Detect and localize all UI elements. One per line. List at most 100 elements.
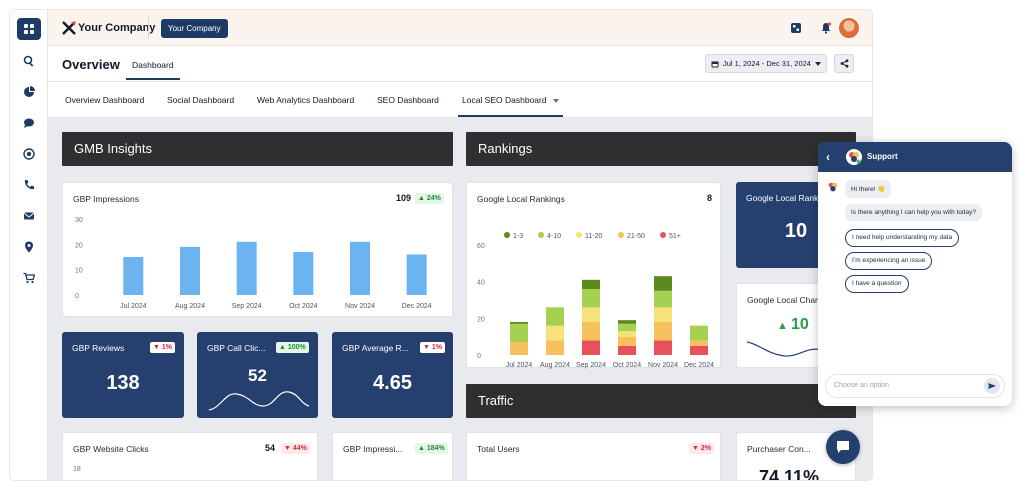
- send-button[interactable]: [984, 378, 1000, 394]
- location-pin-icon[interactable]: [21, 239, 37, 255]
- impressions-bar: [236, 241, 257, 295]
- gbp-impressions-card: GBP Impressions 109 ▲ 24% 30 20 10 0 Jul 202…: [62, 182, 453, 317]
- app-window: Your Company Your Company Overview Dashb…: [10, 10, 872, 480]
- chat-input-placeholder: Choose an option: [834, 382, 889, 389]
- date-range-picker[interactable]: Jul 1, 2024 - Dec 31, 2024: [705, 54, 827, 73]
- tab-seo-dashboard[interactable]: SEO Dashboard: [377, 95, 439, 105]
- legend-label: 11-20: [585, 233, 602, 240]
- y-tick: 18: [73, 466, 81, 473]
- dashboard-grid-button[interactable]: [17, 18, 41, 40]
- ranking-bar-segment: [618, 331, 636, 337]
- ranking-bar-segment: [618, 345, 636, 355]
- change-badge: ▼ 1%: [420, 342, 445, 353]
- chat-option-have-question[interactable]: I have a question: [845, 275, 909, 293]
- impressions-bar: [406, 254, 427, 295]
- chat-launcher-button[interactable]: [826, 430, 860, 464]
- legend-label: 21-50: [627, 233, 645, 240]
- gbp-website-clicks-card: GBP Website Clicks 54 ▼ 44% 18: [62, 432, 318, 480]
- cart-icon[interactable]: [21, 270, 37, 286]
- date-range-label: Jul 1, 2024 - Dec 31, 2024: [723, 59, 811, 68]
- card-title: GBP Average R...: [342, 343, 409, 353]
- x-tick-label: Aug 2024: [175, 303, 205, 310]
- chat-option-experiencing-issue[interactable]: I’m experiencing an issue: [845, 252, 933, 270]
- target-icon[interactable]: [21, 146, 37, 162]
- tab-web-analytics-dashboard[interactable]: Web Analytics Dashboard: [257, 95, 355, 105]
- y-tick-label: 0: [477, 353, 481, 360]
- change-value: 100%: [287, 344, 306, 351]
- legend-swatch: [504, 232, 510, 238]
- y-tick-label: 0: [75, 293, 79, 300]
- ranking-bar-segment: [582, 279, 600, 289]
- impressions-bar: [180, 246, 200, 295]
- change-value: 1%: [161, 344, 172, 351]
- x-tick-label: Jul 2024: [506, 362, 533, 369]
- up-arrow-icon: ▲: [777, 320, 791, 332]
- impressions-bar: [350, 241, 370, 295]
- apps-button[interactable]: [788, 20, 804, 36]
- impressions-bar-chart: 30 20 10 0 Jul 2024 Aug 2024 Sep 2024 Oct 2024 N…: [75, 217, 432, 310]
- card-value: 8: [707, 193, 713, 203]
- chat-bubble-icon[interactable]: [21, 115, 37, 131]
- card-title: Purchaser Con...: [747, 444, 811, 454]
- ranking-bar-segment: [582, 322, 600, 341]
- notifications-button[interactable]: [818, 20, 834, 36]
- card-title: Google Local Rank: [746, 193, 819, 203]
- ranking-bar-segment: [546, 307, 564, 326]
- impressions-bar: [123, 257, 144, 295]
- pie-chart-icon[interactable]: [21, 84, 37, 100]
- kpi-gbp-average-rating: GBP Average R... ▼ 1% 4.65: [332, 332, 453, 418]
- change-badge: ▲ 184%: [415, 443, 448, 454]
- section-traffic: Traffic: [466, 384, 856, 418]
- back-arrow-icon[interactable]: ‹: [826, 150, 830, 164]
- change-badge: ▼ 2%: [689, 443, 714, 454]
- chat-input[interactable]: Choose an option: [825, 374, 1005, 398]
- change-value: 184%: [426, 445, 445, 452]
- dashboard-tabs: Overview Dashboard Social Dashboard Web …: [48, 82, 872, 118]
- chat-option-understanding-data[interactable]: I need help understanding my data: [845, 229, 960, 247]
- card-big-value: 52: [248, 366, 267, 385]
- company-logo-icon: [62, 21, 76, 35]
- card-title: GBP Call Clic...: [207, 343, 266, 353]
- y-tick-label: 30: [75, 217, 83, 224]
- chat-header: ‹ Support: [818, 142, 1012, 172]
- ranking-bar-segment: [546, 340, 564, 355]
- share-button[interactable]: [834, 54, 854, 73]
- x-tick-label: Nov 2024: [345, 303, 375, 310]
- ranking-bar-segment: [618, 336, 636, 346]
- ranking-bar-segment: [654, 307, 672, 322]
- ranking-bar-segment: [546, 325, 564, 341]
- search-icon[interactable]: [21, 53, 37, 69]
- legend-swatch: [538, 232, 544, 238]
- bell-icon: [821, 22, 832, 34]
- chat-greeting: Hi there! 👋: [845, 180, 892, 198]
- x-tick-label: Dec 2024: [684, 362, 714, 369]
- tab-overview-dashboard[interactable]: Overview Dashboard: [65, 95, 145, 105]
- card-title: GBP Impressi...: [343, 444, 403, 454]
- ranking-bar-segment: [654, 290, 672, 308]
- change-badge: ▲ 100%: [276, 342, 309, 353]
- tab-social-dashboard[interactable]: Social Dashboard: [167, 95, 235, 105]
- x-tick-label: Oct 2024: [613, 362, 642, 369]
- tab-local-seo-dashboard[interactable]: Local SEO Dashboard: [458, 95, 563, 117]
- card-big-value: 4.65: [373, 372, 412, 394]
- page-title: Overview: [62, 57, 120, 72]
- x-tick-label: Sep 2024: [576, 362, 606, 369]
- ranking-bar-segment: [654, 322, 672, 341]
- mail-icon[interactable]: [21, 208, 37, 224]
- share-icon: [840, 59, 848, 68]
- card-title: GBP Website Clicks: [73, 444, 149, 454]
- card-big-value: 138: [106, 372, 140, 394]
- phone-icon[interactable]: [21, 177, 37, 193]
- tab-dashboard[interactable]: Dashboard: [126, 60, 180, 80]
- support-logo-icon: [846, 149, 862, 165]
- x-tick-label: Aug 2024: [540, 362, 570, 369]
- caret-down-icon: [814, 61, 821, 66]
- user-avatar[interactable]: [838, 17, 860, 39]
- change-badge: ▼ 44%: [281, 443, 310, 454]
- company-switcher-button[interactable]: Your Company: [161, 19, 228, 38]
- calendar-icon: [711, 61, 719, 67]
- card-title: GBP Reviews: [72, 343, 125, 353]
- y-tick-label: 10: [75, 268, 83, 275]
- google-local-rankings-card: Google Local Rankings 8 1-3 4-10 11-20 21-5…: [466, 182, 721, 369]
- ranking-bar-segment: [654, 340, 672, 355]
